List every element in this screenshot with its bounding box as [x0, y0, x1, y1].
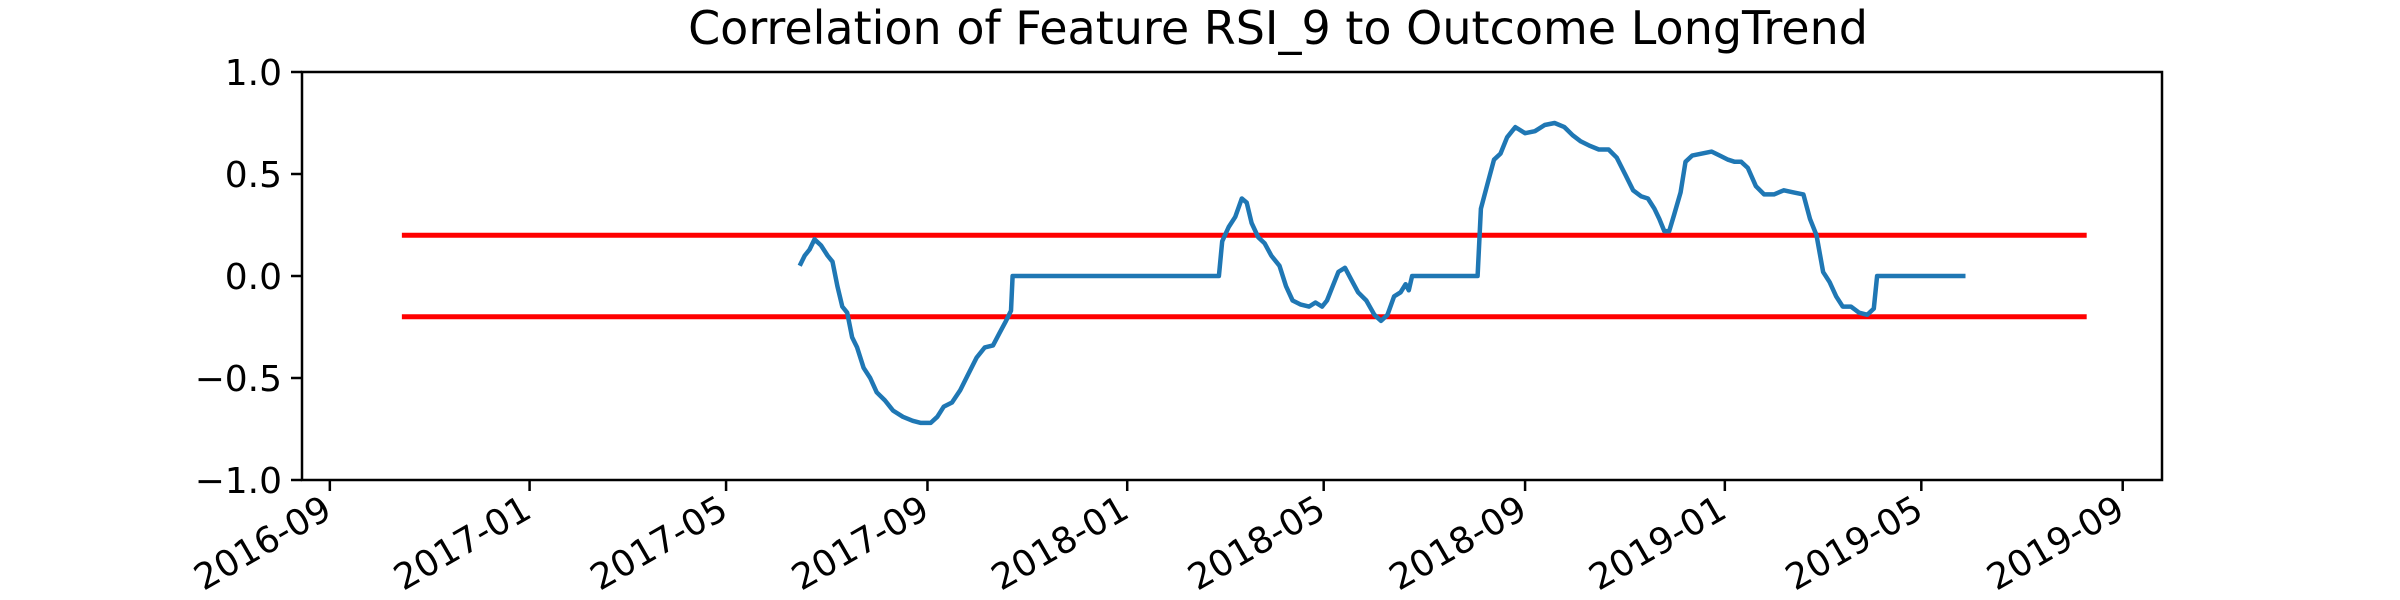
x-tick-label: 2019-05 — [1779, 488, 1930, 599]
y-tick-label: 1.0 — [225, 53, 282, 94]
y-tick-label: −0.5 — [195, 359, 282, 400]
x-tick-label: 2018-05 — [1181, 488, 1332, 599]
x-tick-label: 2018-09 — [1383, 488, 1534, 599]
axes-frame — [300, 70, 2164, 482]
correlation-series-line — [797, 120, 1966, 426]
x-tick-label: 2017-09 — [785, 488, 936, 599]
plot-area — [401, 120, 2087, 426]
chart-title: Correlation of Feature RSI_9 to Outcome … — [688, 1, 1868, 55]
x-tick-label: 2019-09 — [1980, 488, 2131, 599]
x-tick-label: 2017-01 — [387, 488, 538, 599]
y-tick-label: 0.5 — [225, 155, 282, 196]
y-axis: 1.0 0.5 0.0 −0.5 −1.0 — [195, 53, 302, 502]
x-tick-label: 2017-05 — [584, 488, 735, 599]
x-axis: 2016-09 2017-01 2017-05 2017-09 2018-01 2018-… — [188, 480, 2131, 599]
x-tick-label: 2018-01 — [985, 488, 1136, 599]
x-tick-label: 2019-01 — [1583, 488, 1734, 599]
y-tick-label: −1.0 — [195, 461, 282, 502]
y-tick-label: 0.0 — [225, 257, 282, 298]
x-tick-label: 2016-09 — [188, 488, 339, 599]
